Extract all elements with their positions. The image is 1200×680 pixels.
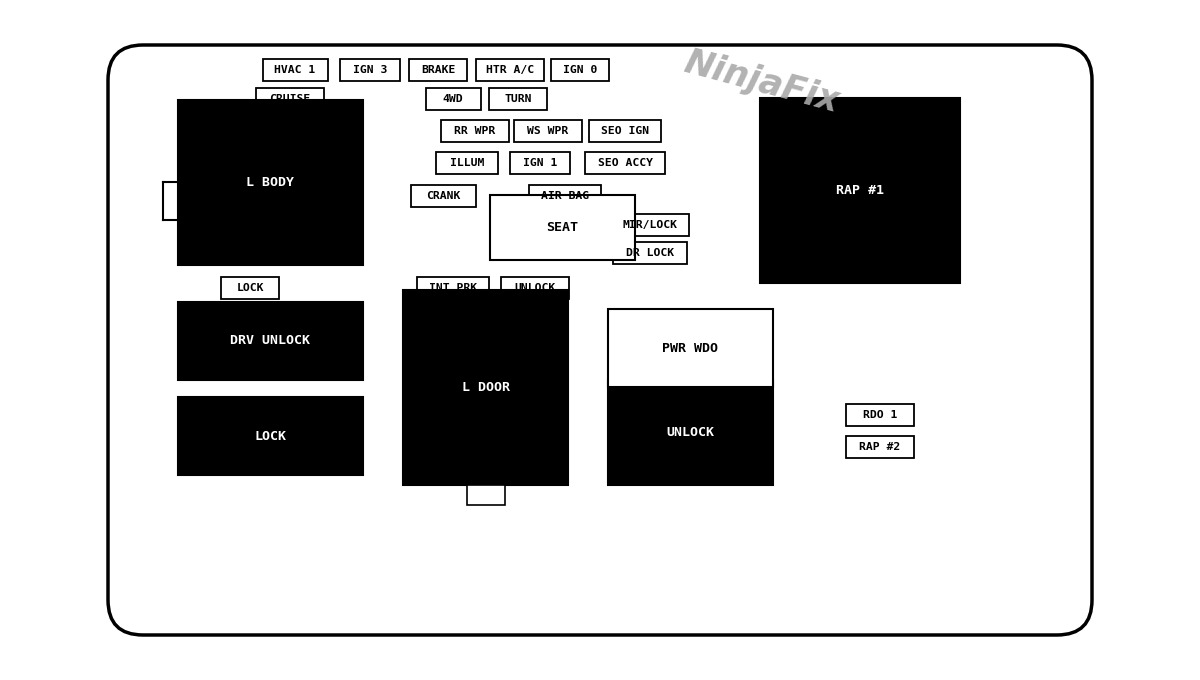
Text: AIR BAG: AIR BAG	[541, 191, 589, 201]
Bar	[467, 485, 505, 505]
Text: ILLUM: ILLUM	[450, 158, 484, 168]
Bar	[586, 152, 665, 174]
Bar	[846, 404, 914, 426]
Bar	[490, 195, 635, 260]
Bar	[436, 152, 498, 174]
Bar	[760, 98, 960, 283]
Text: DR LOCK: DR LOCK	[626, 248, 674, 258]
Bar	[529, 185, 601, 207]
Bar	[608, 309, 773, 387]
Text: HVAC 1: HVAC 1	[275, 65, 316, 75]
Bar	[608, 380, 773, 485]
Bar	[178, 397, 364, 475]
Bar	[256, 88, 324, 110]
Text: RAP #2: RAP #2	[859, 442, 901, 452]
Text: TURN: TURN	[504, 94, 532, 104]
Text: WS WPR: WS WPR	[527, 126, 569, 136]
Text: PWR WDO: PWR WDO	[662, 341, 719, 354]
Text: UNLOCK: UNLOCK	[666, 426, 714, 439]
Text: SEO IGN: SEO IGN	[601, 126, 649, 136]
Text: DRV UNLOCK: DRV UNLOCK	[230, 335, 311, 347]
Text: RDO 1: RDO 1	[863, 410, 898, 420]
Bar	[846, 436, 914, 458]
Bar	[403, 290, 568, 485]
Bar	[514, 120, 582, 142]
Text: NinjaFix: NinjaFix	[680, 45, 842, 119]
Bar	[418, 277, 490, 299]
Text: L DOOR: L DOOR	[462, 381, 510, 394]
Bar	[510, 152, 570, 174]
Text: L BODY: L BODY	[246, 176, 294, 189]
Text: 4WD: 4WD	[443, 94, 463, 104]
Text: IGN 3: IGN 3	[353, 65, 388, 75]
Bar	[221, 277, 278, 299]
Text: RR WPR: RR WPR	[455, 126, 496, 136]
Text: UNLOCK: UNLOCK	[515, 283, 556, 293]
Bar	[426, 88, 480, 110]
Bar	[442, 120, 509, 142]
Bar	[409, 59, 467, 81]
Bar	[340, 59, 400, 81]
Text: SEO ACCY: SEO ACCY	[598, 158, 653, 168]
Bar	[410, 185, 475, 207]
Text: INT PRK: INT PRK	[428, 283, 478, 293]
Text: IGN 0: IGN 0	[563, 65, 598, 75]
Bar	[611, 214, 689, 236]
Text: BRAKE: BRAKE	[421, 65, 455, 75]
Bar	[263, 59, 328, 81]
FancyBboxPatch shape	[108, 45, 1092, 635]
Text: CRANK: CRANK	[426, 191, 460, 201]
Text: RAP #1: RAP #1	[836, 184, 884, 197]
Text: HTR A/C: HTR A/C	[486, 65, 534, 75]
Text: MIR/LOCK: MIR/LOCK	[623, 220, 678, 230]
Bar	[589, 120, 661, 142]
Bar	[178, 100, 364, 265]
Bar	[551, 59, 610, 81]
Bar	[178, 302, 364, 380]
Bar	[613, 242, 686, 264]
Text: SEAT: SEAT	[546, 221, 578, 234]
Text: CRUISE: CRUISE	[269, 94, 311, 104]
Text: IGN 1: IGN 1	[523, 158, 557, 168]
Bar	[476, 59, 544, 81]
Text: LOCK: LOCK	[236, 283, 264, 293]
Text: LOCK: LOCK	[254, 430, 287, 443]
Bar	[502, 277, 569, 299]
Bar	[490, 88, 547, 110]
